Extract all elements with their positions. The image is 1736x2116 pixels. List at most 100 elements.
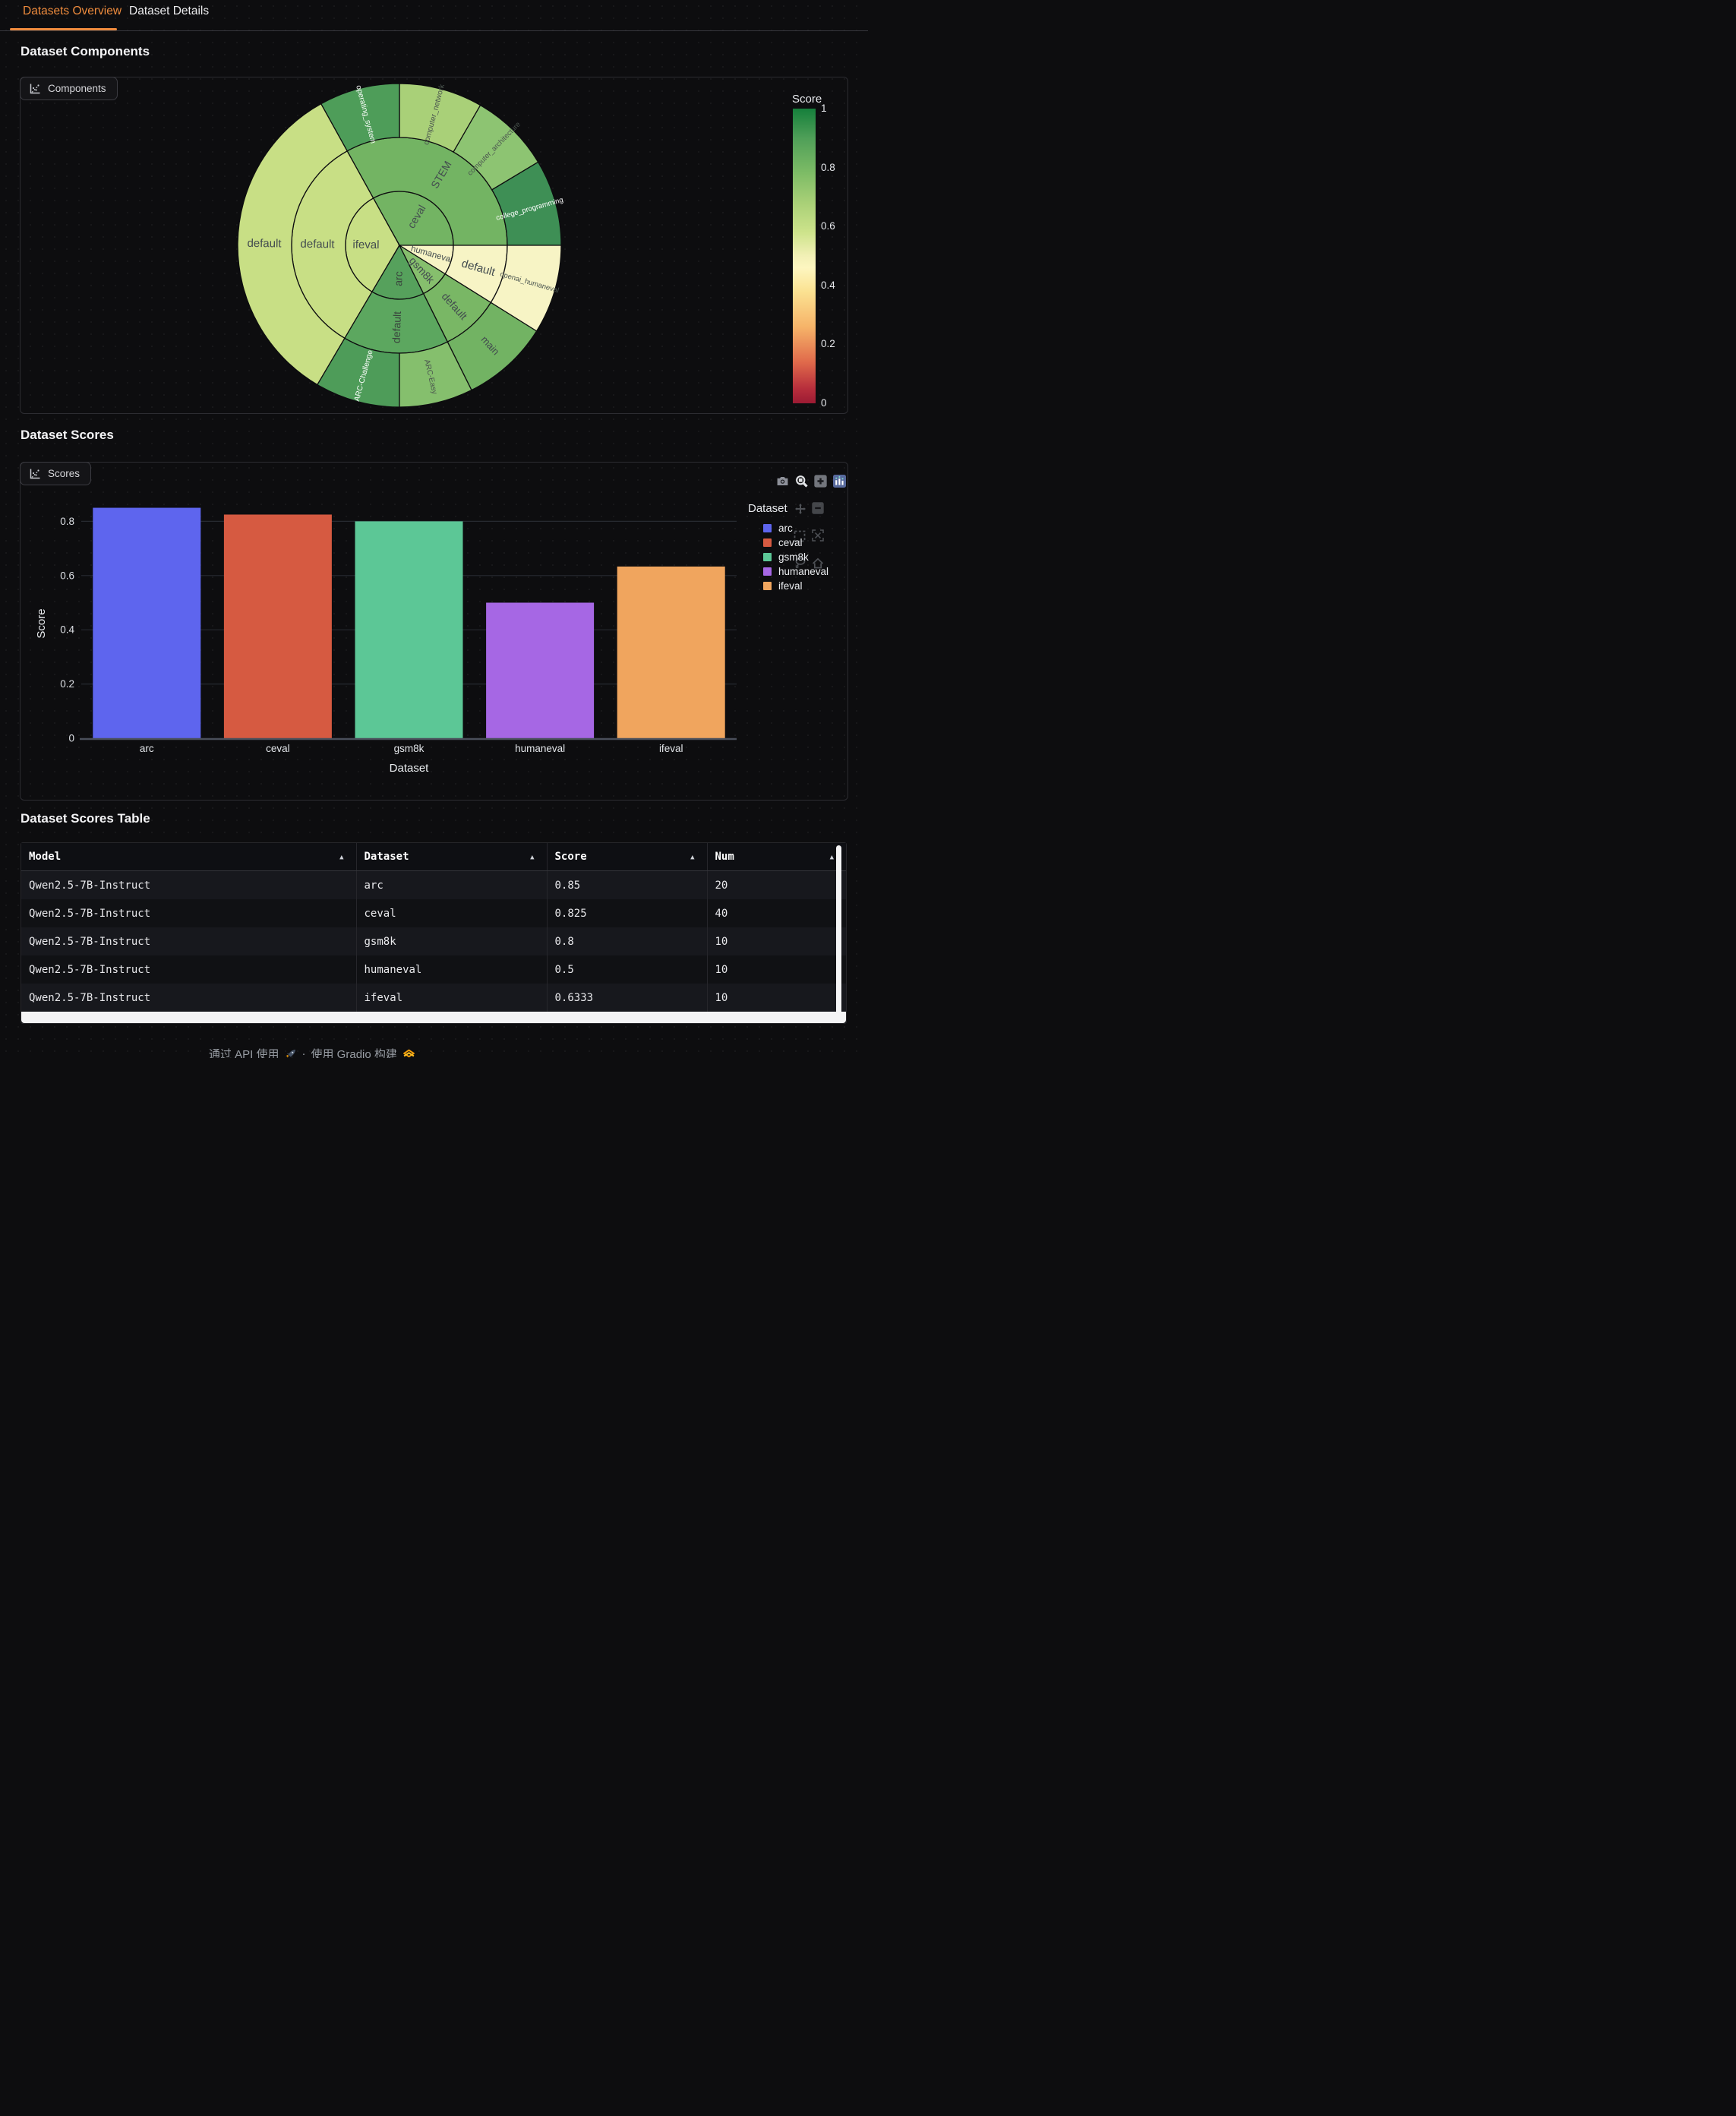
- sunburst-segment-openai_humaneval[interactable]: [490, 245, 562, 332]
- column-header-dataset[interactable]: ▲ Dataset: [356, 843, 548, 871]
- x-axis-title: Dataset: [390, 762, 430, 775]
- scores-panel: Scores 0 0.2 0.4 0.6 0.8 arc ceval gsm8k humanev…: [20, 462, 848, 801]
- table-row: Qwen2.5-7B-Instruct humaneval 0.5 10: [21, 955, 846, 984]
- table-cell[interactable]: 40: [707, 899, 846, 927]
- table-cell[interactable]: gsm8k: [356, 927, 548, 955]
- footer-separator: ·: [301, 1047, 306, 1058]
- table-cell[interactable]: ifeval: [356, 984, 548, 1012]
- legend-label: gsm8k: [778, 551, 809, 563]
- vertical-scrollbar[interactable]: [836, 845, 841, 1022]
- y-tick-label: 0.2: [60, 678, 74, 690]
- y-tick-label: 0.4: [60, 624, 74, 636]
- table-cell[interactable]: 0.5: [547, 955, 708, 984]
- zoom-in-icon[interactable]: [814, 475, 827, 488]
- tab-datasets-overview[interactable]: Datasets Overview: [23, 5, 122, 17]
- box-select-icon[interactable]: [794, 530, 806, 546]
- table-cell[interactable]: 20: [707, 870, 846, 899]
- components-panel: Components ceval ifeval arc gsm8k humaneval S…: [20, 77, 848, 414]
- camera-icon[interactable]: [776, 475, 789, 488]
- table-cell[interactable]: Qwen2.5-7B-Instruct: [21, 955, 357, 984]
- column-header-num[interactable]: ▲ Num: [707, 843, 846, 871]
- scatter-chart-icon: [30, 469, 40, 478]
- sort-arrow-icon[interactable]: ▲: [530, 854, 535, 861]
- table-cell[interactable]: 10: [707, 955, 846, 984]
- zoom-icon[interactable]: [795, 475, 808, 488]
- horizontal-scrollbar[interactable]: [21, 1012, 846, 1023]
- autoscale-icon[interactable]: [812, 529, 824, 545]
- legend-item-gsm8k[interactable]: gsm8k: [748, 550, 829, 564]
- column-header-model[interactable]: ▲ Model: [21, 843, 357, 871]
- lasso-icon[interactable]: [794, 557, 806, 573]
- table-heading: Dataset Scores Table: [21, 811, 150, 826]
- sunburst-label: ifeval: [352, 238, 379, 251]
- sort-arrow-icon[interactable]: ▲: [690, 854, 695, 861]
- bar-gsm8k[interactable]: [355, 521, 463, 738]
- bar-arc[interactable]: [93, 507, 201, 738]
- table-cell[interactable]: Qwen2.5-7B-Instruct: [21, 927, 357, 955]
- table-cell[interactable]: 0.8: [547, 927, 708, 955]
- y-tick-label: 0.8: [60, 516, 74, 527]
- table-cell[interactable]: Qwen2.5-7B-Instruct: [21, 870, 357, 899]
- colorbar-tick: 0: [821, 397, 827, 409]
- plotly-logo-icon[interactable]: [833, 475, 846, 488]
- components-tab-button[interactable]: Components: [20, 77, 118, 100]
- home-icon[interactable]: [812, 557, 824, 573]
- scores-tab-button[interactable]: Scores: [20, 462, 92, 485]
- bar-ifeval[interactable]: [617, 566, 725, 738]
- components-tab-label: Components: [48, 83, 106, 94]
- legend-item-arc[interactable]: arc: [748, 521, 829, 535]
- y-tick-label: 0.6: [60, 570, 74, 581]
- legend-swatch: [763, 538, 772, 547]
- legend-item-humaneval[interactable]: humaneval: [748, 564, 829, 579]
- x-tick-label: humaneval: [515, 743, 565, 754]
- table-row: Qwen2.5-7B-Instruct gsm8k 0.8 10: [21, 927, 846, 955]
- sunburst-label: arc: [392, 271, 405, 286]
- colorbar-tick: 0.8: [821, 161, 835, 173]
- footer: 通过 API 使用 · 使用 Gradio 构建: [209, 1046, 415, 1058]
- pan-icon[interactable]: [794, 503, 806, 519]
- dataframe: ▲ Model ▲ Dataset ▲ Score ▲ Num Qwen2.5-7B-Instr…: [21, 843, 846, 1012]
- table-row: Qwen2.5-7B-Instruct ifeval 0.6333 10: [21, 984, 846, 1012]
- colorbar-tick: 0.4: [821, 279, 835, 291]
- table-cell[interactable]: 0.825: [547, 899, 708, 927]
- table-row: Qwen2.5-7B-Instruct arc 0.85 20: [21, 870, 846, 899]
- gradio-logo-icon: [402, 1049, 415, 1058]
- column-header-score[interactable]: ▲ Score: [547, 843, 708, 871]
- bar-chart: 0 0.2 0.4 0.6 0.8 arc ceval gsm8k humaneval ifeva…: [35, 507, 737, 775]
- table-cell[interactable]: 10: [707, 984, 846, 1012]
- tab-dataset-details[interactable]: Dataset Details: [129, 5, 210, 17]
- x-tick-label: gsm8k: [394, 743, 425, 754]
- table-cell[interactable]: arc: [356, 870, 548, 899]
- legend-item-ceval[interactable]: ceval: [748, 535, 829, 550]
- table-cell[interactable]: ceval: [356, 899, 548, 927]
- built-with-gradio-link[interactable]: 使用 Gradio 构建: [311, 1048, 397, 1058]
- scores-tab-label: Scores: [48, 468, 80, 479]
- sort-arrow-icon[interactable]: ▲: [829, 854, 834, 861]
- plot-modebar: [776, 475, 846, 488]
- x-tick-label: ifeval: [659, 743, 683, 754]
- bar-humaneval[interactable]: [486, 602, 595, 739]
- table-cell[interactable]: 0.85: [547, 870, 708, 899]
- table-cell[interactable]: 10: [707, 927, 846, 955]
- bar-ceval[interactable]: [223, 514, 332, 738]
- table-cell[interactable]: humaneval: [356, 955, 548, 984]
- scores-heading: Dataset Scores: [21, 428, 114, 442]
- sort-arrow-icon[interactable]: ▲: [339, 854, 344, 861]
- legend-swatch: [763, 567, 772, 576]
- table-row: Qwen2.5-7B-Instruct ceval 0.825 40: [21, 899, 846, 927]
- legend-item-ifeval[interactable]: ifeval: [748, 579, 829, 593]
- colorbar-tick: 0.2: [821, 338, 835, 350]
- table-cell[interactable]: 0.6333: [547, 984, 708, 1012]
- table-cell[interactable]: Qwen2.5-7B-Instruct: [21, 984, 357, 1012]
- legend-label: ifeval: [778, 580, 803, 592]
- scores-table: ▲ Model ▲ Dataset ▲ Score ▲ Num Qwen2.5-7B-Instr…: [21, 842, 847, 1024]
- colorbar: Score 1 0.8 0.6 0.4 0.2 0: [792, 93, 868, 409]
- legend-label: arc: [778, 523, 793, 534]
- zoom-out-icon[interactable]: [812, 502, 824, 518]
- table-cell[interactable]: Qwen2.5-7B-Instruct: [21, 899, 357, 927]
- app: Datasets Overview Dataset Details Datase…: [0, 0, 868, 1058]
- sunburst-segment-default[interactable]: [237, 103, 349, 386]
- use-api-link[interactable]: 通过 API 使用: [209, 1048, 279, 1058]
- sunburst-label: default: [247, 237, 282, 251]
